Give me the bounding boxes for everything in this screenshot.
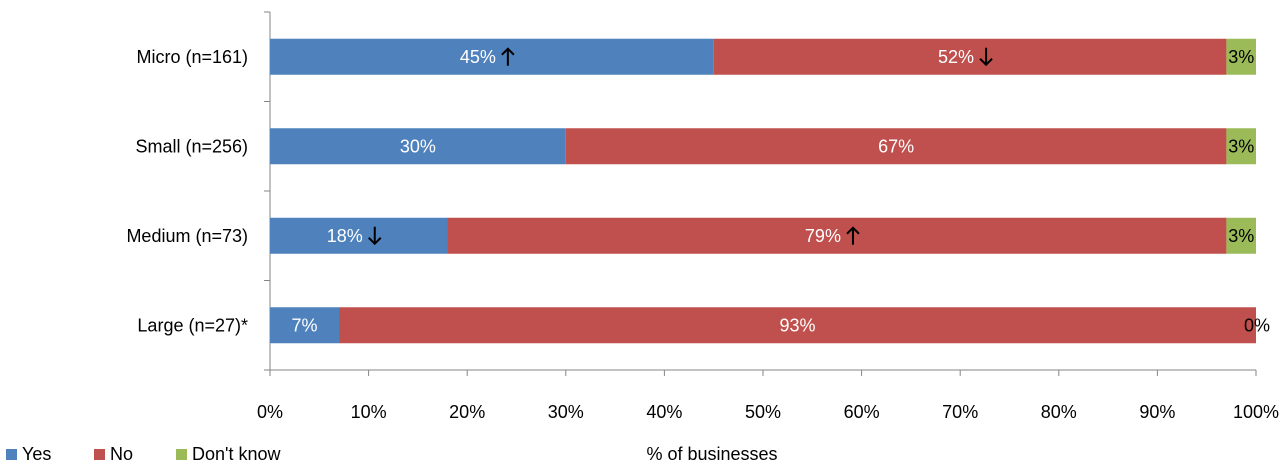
data-label: 45% [460, 47, 496, 67]
category-label: Medium (n=73) [126, 226, 248, 246]
bar-segment [447, 217, 1227, 254]
x-axis-label: % of businesses [646, 444, 777, 464]
bar-segment [1226, 217, 1256, 254]
arrow-up-icon [846, 226, 860, 245]
x-tick-label: 60% [844, 402, 880, 422]
category-label: Small (n=256) [135, 136, 248, 156]
bar-segment [1226, 128, 1256, 165]
data-label: 67% [878, 136, 914, 156]
data-label: 3% [1228, 47, 1254, 67]
data-label: 93% [779, 315, 815, 335]
bar-segment [270, 128, 566, 165]
data-label: 7% [292, 315, 318, 335]
category-label: Micro (n=161) [136, 47, 248, 67]
bar-segment [270, 307, 340, 344]
category-label: Large (n=27)* [137, 315, 248, 335]
bar-segment [1226, 38, 1256, 75]
x-tick-label: 20% [449, 402, 485, 422]
x-tick-label: 10% [351, 402, 387, 422]
bar-segment [713, 38, 1227, 75]
data-label: 18% [327, 226, 363, 246]
legend-swatch [94, 449, 105, 460]
data-label: 3% [1228, 226, 1254, 246]
legend-swatch [6, 449, 17, 460]
x-tick-label: 90% [1139, 402, 1175, 422]
arrow-up-icon [501, 47, 515, 66]
legend-label: Yes [22, 444, 51, 464]
data-label: 3% [1228, 136, 1254, 156]
x-tick-label: 0% [257, 402, 283, 422]
legend-label: Don't know [192, 444, 281, 464]
bars: 45% 52% 3% 30% 67% 3% 18% 79% 3% 7% 93% 0% [270, 38, 1270, 344]
legend-label: No [110, 444, 133, 464]
category-labels: Micro (n=161) Small (n=256) Medium (n=73) L… [126, 47, 248, 336]
data-label: 79% [805, 226, 841, 246]
legend-swatch [176, 449, 187, 460]
x-tick-label: 40% [646, 402, 682, 422]
legend: Yes No Don't know [6, 444, 281, 464]
x-tick-label: 50% [745, 402, 781, 422]
x-tick-labels: 0% 10% 20% 30% 40% 50% 60% 70% 80% 90% 100% [257, 402, 1279, 422]
data-label: 30% [400, 136, 436, 156]
x-tick-label: 30% [548, 402, 584, 422]
arrow-down-icon [979, 47, 993, 67]
bar-segment [270, 38, 714, 75]
x-tick-label: 100% [1233, 402, 1279, 422]
bar-segment [565, 128, 1227, 165]
x-tick-label: 70% [942, 402, 978, 422]
bar-segment [270, 217, 448, 254]
data-label: 0% [1244, 315, 1270, 335]
bar-segment [339, 307, 1256, 344]
x-tick-label: 80% [1041, 402, 1077, 422]
data-label: 52% [938, 47, 974, 67]
arrow-down-icon [368, 226, 382, 246]
